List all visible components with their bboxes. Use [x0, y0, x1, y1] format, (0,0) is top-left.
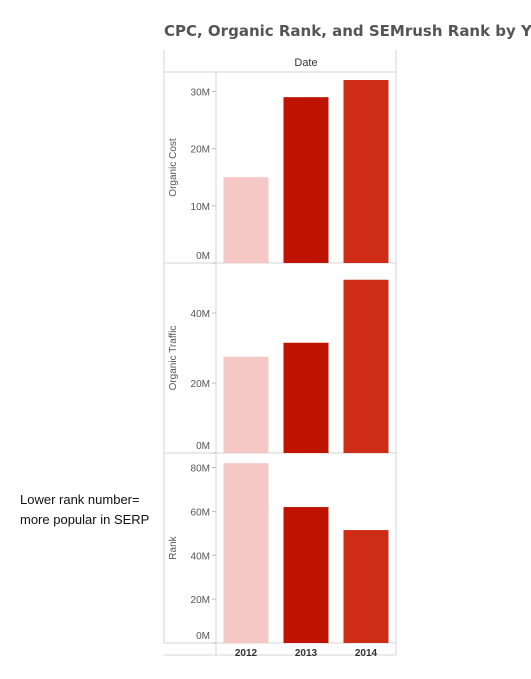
y-tick-label: 20M	[191, 595, 210, 606]
annotation-line-2: more popular in SERP	[20, 512, 150, 527]
bar-2013	[283, 507, 329, 643]
y-tick-label: 0M	[196, 251, 210, 262]
y-tick-label: 80M	[191, 464, 210, 475]
bar-2013	[283, 97, 329, 263]
panel-3: Rank 0M 20M 40M 60M 80M	[168, 463, 389, 644]
bar-2014	[343, 279, 389, 453]
y-tick-label: 10M	[191, 202, 210, 213]
y-axis-title-2: Organic Traffic	[168, 326, 179, 391]
x-tick-label: 2012	[235, 648, 258, 659]
y-tick-label: 30M	[191, 87, 210, 98]
bar-2014	[343, 80, 389, 263]
y-tick-label: 0M	[196, 441, 210, 452]
y-tick-label: 0M	[196, 631, 210, 642]
annotation-note: Lower rank number= more popular in SERP	[20, 490, 180, 530]
annotation-line-1: Lower rank number=	[20, 492, 140, 507]
y-tick-label: 20M	[191, 379, 210, 390]
y-tick-label: 60M	[191, 507, 210, 518]
panel-1: Organic Cost 0M 10M 20M 30M	[168, 80, 389, 264]
y-tick-label: 20M	[191, 145, 210, 156]
panel-2: Organic Traffic 0M 20M 40M	[168, 279, 389, 454]
bar-2013	[283, 342, 329, 453]
y-tick-label: 40M	[191, 551, 210, 562]
bar-2012	[223, 356, 269, 453]
chart-frame	[163, 50, 397, 656]
chart-panels: Organic Cost 0M 10M 20M 30M Organic Traffic 0M…	[168, 80, 389, 644]
y-axis-title-3: Rank	[168, 535, 179, 559]
bar-2012	[223, 177, 269, 263]
chart-title: CPC, Organic Rank, and SEMrush Rank by Y…	[164, 22, 531, 40]
x-tick-label: 2014	[355, 648, 378, 659]
y-tick-label: 40M	[191, 309, 210, 320]
x-axis: 2012 2013 2014	[235, 648, 378, 659]
column-header: Date	[294, 57, 317, 69]
x-tick-label: 2013	[295, 648, 318, 659]
bar-2014	[343, 530, 389, 643]
y-axis-title-1: Organic Cost	[168, 138, 179, 197]
bar-2012	[223, 463, 269, 643]
